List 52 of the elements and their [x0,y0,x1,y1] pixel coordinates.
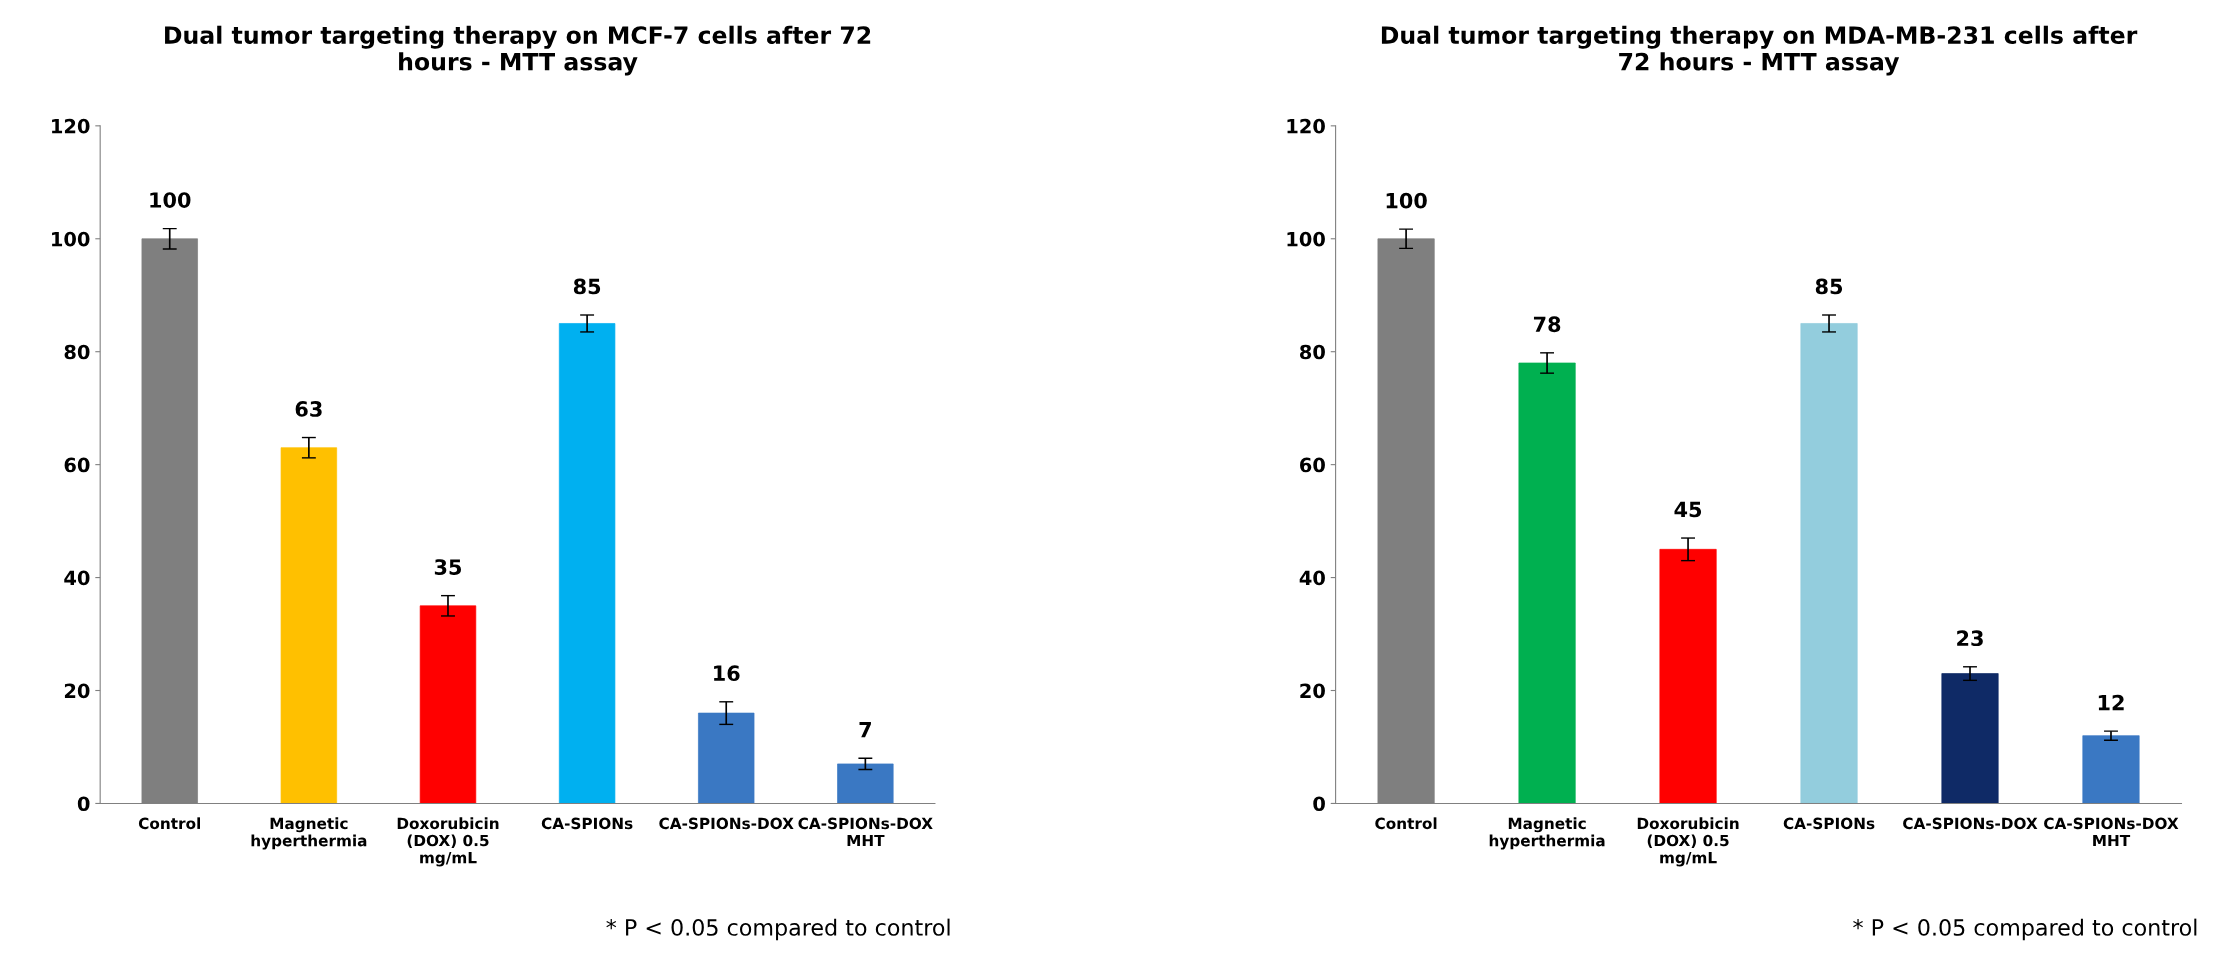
x-tick-label: CA-SPIONs-DOX MHT [798,817,933,847]
x-tick-label: Control [138,817,201,830]
data-label: 7 [859,722,871,738]
y-tick-label: 0 [1313,796,1325,812]
x-tick-label: Control [1375,817,1437,830]
y-tick-label: 80 [1300,344,1325,360]
x-tick-label: CA-SPIONs [541,817,633,830]
y-tick-label: 100 [52,231,90,247]
x-tick-label: Doxorubicin (DOX) 0.5 mg/mL [1637,817,1739,867]
chart-title: Dual tumor targeting therapy on MCF-7 cells after 72 hours - MTT assay [165,25,871,76]
bar [1941,673,1999,804]
data-label: 35 [434,559,462,575]
y-tick-label: 120 [1287,118,1325,134]
bar [837,763,894,804]
y-tick-label: 20 [1300,683,1325,699]
bar [1659,548,1717,804]
text: * P < 0.05 compared to control [1853,918,2197,941]
bar [558,323,616,804]
bar [1518,362,1576,804]
x-tick-label: Doxorubicin (DOX) 0.5 mg/mL [397,817,499,867]
x-tick-label: CA-SPIONs-DOX [659,817,794,830]
data-label: 85 [573,278,601,295]
x-tick-label: Magnetic hyperthermia [1489,817,1605,850]
y-tick-label: 120 [52,118,90,134]
data-label: 16 [714,665,740,682]
data-label: 100 [1386,192,1427,209]
x-tick-label: CA-SPIONs [1783,817,1875,830]
y-tick-label: 100 [1287,231,1325,247]
data-label: 12 [2098,694,2124,711]
x-tick-label: CA-SPIONs-DOX [1903,817,2038,830]
x-tick-label: Magnetic hyperthermia [251,817,367,850]
data-label: 45 [1674,501,1702,518]
y-tick-label: 20 [64,683,90,699]
bar [2082,735,2140,804]
y-tick-label: 60 [64,457,90,473]
text: * P < 0.05 compared to control [606,918,950,941]
y-tick-label: 80 [64,344,90,360]
y-tick-label: 40 [64,570,90,586]
data-label: 78 [1533,316,1561,333]
bar [698,712,755,804]
data-label: 100 [150,192,191,208]
y-tick-label: 60 [1300,457,1325,473]
data-label: 23 [1957,630,1983,647]
bar [1800,323,1858,804]
data-label: 85 [1815,278,1843,295]
bar [419,605,477,804]
bar [280,447,338,804]
chart-title: Dual tumor targeting therapy on MDA-MB-231 cells after 72 hours - MTT assay [1381,25,2138,76]
y-tick-label: 0 [77,796,90,812]
x-tick-label: CA-SPIONs-DOX MHT [2044,817,2179,847]
y-tick-label: 40 [1299,570,1325,586]
data-label: 63 [295,401,322,417]
